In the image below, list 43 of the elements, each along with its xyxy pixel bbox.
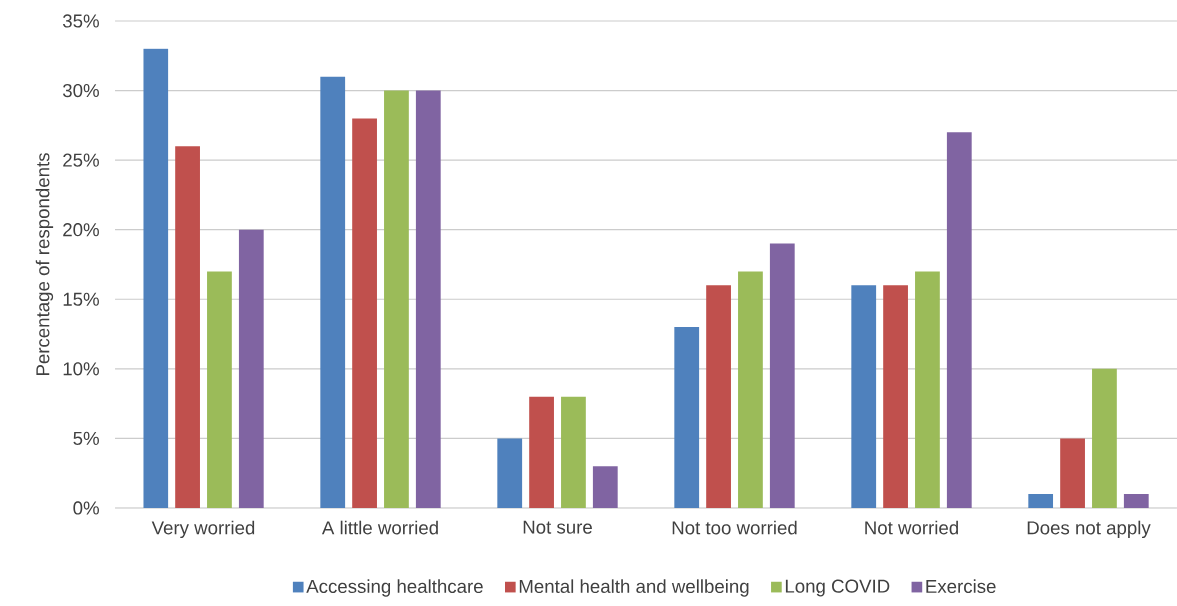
- x-tick-label: Not sure: [523, 520, 592, 534]
- y-tick-label: 25%: [63, 153, 99, 167]
- bar: [529, 396, 554, 508]
- bar: [1123, 494, 1149, 508]
- legend-label: Long COVID: [785, 579, 890, 597]
- bar: [915, 271, 940, 508]
- bar: [175, 146, 200, 508]
- legend-label: Exercise: [926, 579, 996, 594]
- bar: [143, 48, 169, 508]
- x-tick-label: Not too worried: [672, 520, 797, 535]
- legend-label: Accessing healthcare: [306, 579, 483, 597]
- bar: [352, 118, 377, 508]
- bar: [738, 271, 763, 508]
- x-tick-label: Very worried: [151, 520, 255, 539]
- bar: [769, 243, 795, 508]
- bar: [1060, 438, 1085, 508]
- bar: [851, 285, 877, 508]
- x-tick-label: Not worried: [865, 520, 958, 535]
- bar: [1028, 494, 1054, 508]
- y-tick-label: 5%: [73, 431, 99, 445]
- bar: [384, 90, 409, 508]
- y-tick-label: 15%: [63, 292, 99, 306]
- x-tick-label: A little worried: [321, 520, 438, 535]
- x-tick-label: Does not apply: [1027, 520, 1151, 539]
- legend-label: Mental health and wellbeing: [519, 579, 749, 597]
- bar: [674, 327, 700, 508]
- y-tick-label: 0%: [73, 501, 99, 515]
- bar: [320, 76, 346, 508]
- bar: [592, 466, 618, 508]
- bar: [561, 396, 586, 508]
- y-tick-label: 20%: [63, 223, 99, 237]
- bar: [415, 90, 441, 508]
- y-axis-title: Percentage of respondents: [35, 153, 54, 376]
- bar: [946, 132, 972, 508]
- bar: [238, 229, 264, 508]
- y-tick-label: 30%: [62, 83, 99, 98]
- bar: [497, 438, 523, 508]
- y-tick-label: 10%: [63, 362, 99, 376]
- bar: [1092, 368, 1117, 508]
- y-tick-label: 35%: [62, 14, 99, 28]
- bar: [883, 285, 908, 508]
- bar: [706, 285, 731, 508]
- bar: [207, 271, 232, 508]
